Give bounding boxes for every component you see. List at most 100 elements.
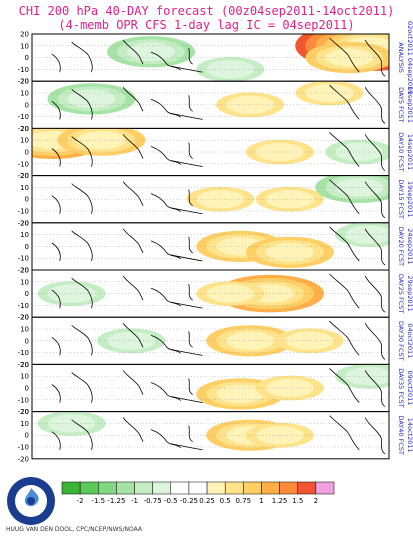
coastline-3-2: [150, 193, 182, 213]
coastline-5-1: [122, 275, 144, 301]
coastline-6-3: [188, 331, 193, 348]
panel-3: 20 10 0 -10 -20 DAY15 FCST 19sep2011: [18, 172, 413, 227]
coastline-3-4: [329, 179, 360, 215]
legend-tick-11: 1.25: [272, 497, 288, 505]
coastline-8-6: [170, 443, 203, 451]
y-tick-label-5-1: 10: [20, 278, 29, 286]
y-tick-label-0-0: 20: [20, 31, 29, 39]
y-tick-label-8-3: -10: [18, 444, 29, 452]
panel-date-6: 04oct2011: [406, 323, 413, 358]
legend-swatch-7: [188, 481, 208, 495]
y-tick-label-2-3: -10: [18, 160, 29, 168]
coastline-7-6: [170, 396, 203, 403]
y-tick-label-7-4: -20: [18, 408, 29, 416]
legend-tick-9: 0.75: [236, 497, 252, 505]
y-tick-label-6-4: -20: [18, 361, 29, 369]
coastline-3-7: [51, 195, 61, 214]
panel-7: 20 10 0 -10 -20 DAY35 FCST 09oct2011: [18, 361, 413, 416]
coastline-4-5: [364, 228, 386, 266]
y-tick-label-7-1: 10: [20, 373, 29, 381]
panel-label-3: DAY15 FCST: [397, 179, 405, 219]
y-tick-label-7-2: 0: [25, 385, 29, 393]
anomaly-2-2-1: [255, 142, 304, 162]
coastline-6-5: [364, 323, 386, 360]
panel-label-7: DAY35 FCST: [397, 368, 405, 408]
legend-tick-13: 2: [314, 497, 318, 505]
coastline-4-7: [51, 242, 61, 262]
y-tick-label-5-0: 20: [20, 267, 29, 275]
legend-swatch-14: [315, 481, 335, 495]
y-tick-label-1-1: 10: [20, 90, 29, 98]
coastline-1-3: [188, 95, 193, 112]
coastline-2-0: [71, 136, 93, 167]
legend-swatch-11: [261, 481, 280, 495]
coastline-5-6: [170, 301, 203, 309]
anomaly-3-0-1: [196, 190, 245, 209]
legend-swatch-0: [61, 481, 81, 495]
y-tick-label-1-3: -10: [18, 113, 29, 121]
panel-date-4: 24sep2011: [406, 228, 413, 264]
y-tick-label-4-4: -20: [18, 267, 29, 275]
anomaly-4-2-1: [345, 225, 389, 244]
legend-tick-8: 0.5: [220, 497, 231, 505]
coastline-5-7: [51, 289, 61, 309]
coastline-7-1: [122, 370, 144, 395]
panel-8: 20 10 0 -10 -20 DAY40 FCST 14oct2011: [18, 408, 413, 463]
coastline-2-1: [122, 134, 144, 159]
anomaly-6-0-1: [226, 331, 275, 350]
coastline-6-0: [71, 324, 93, 356]
legend-swatch-12: [279, 481, 298, 495]
coastline-0-7: [51, 53, 61, 73]
coastline-8-4: [329, 415, 360, 451]
panel-date-2: 14sep2011: [406, 134, 413, 170]
y-tick-label-6-1: 10: [20, 326, 29, 334]
y-tick-label-2-0: 20: [20, 125, 29, 133]
y-tick-label-7-3: -10: [18, 396, 29, 404]
coastline-7-0: [71, 372, 93, 403]
y-tick-label-4-1: 10: [20, 231, 29, 239]
coastline-6-2: [150, 334, 182, 354]
coastline-7-2: [150, 382, 182, 401]
y-tick-label-0-4: -20: [18, 78, 29, 86]
nws-logo-icon: [7, 477, 55, 525]
y-tick-label-2-1: 10: [20, 137, 29, 145]
coastline-2-3: [188, 142, 193, 159]
y-tick-label-6-0: 20: [20, 314, 29, 322]
panel-label-4: DAY20 FCST: [397, 227, 405, 267]
coastline-7-4: [329, 368, 360, 403]
coastline-4-4: [329, 226, 360, 262]
coastline-7-3: [188, 378, 193, 395]
panel-5: 20 10 0 -10 -20 DAY25 FCST 29sep2011: [18, 267, 413, 322]
legend-tick-1: -1.5: [91, 497, 105, 505]
anomaly-1-2-1: [67, 89, 116, 109]
coastline-4-2: [150, 240, 182, 260]
legend-tick-5: -0.5: [164, 497, 178, 505]
chart-title: CHI 200 hPa 40-DAY forecast (00z04sep201…: [18, 4, 395, 18]
coastline-1-6: [170, 112, 203, 120]
coastline-8-5: [364, 417, 386, 455]
legend-swatch-3: [116, 481, 135, 495]
legend-tick-0: -2: [77, 497, 84, 505]
panel-date-8: 14oct2011: [406, 418, 413, 453]
coastline-1-1: [122, 86, 144, 112]
coastline-2-4: [329, 132, 360, 167]
credit-text: HUUG VAN DEN DOOL, CPC/NCEP/NWS/NOAA: [6, 526, 142, 533]
y-tick-label-7-0: 20: [20, 361, 29, 369]
coastline-0-2: [150, 51, 182, 71]
y-tick-label-3-0: 20: [20, 172, 29, 180]
y-tick-label-0-3: -10: [18, 66, 29, 74]
coastline-0-5: [364, 39, 386, 77]
coastline-5-2: [150, 287, 182, 307]
legend-tick-2: -1.25: [107, 497, 125, 505]
coastline-3-0: [71, 183, 93, 214]
y-tick-label-6-3: -10: [18, 349, 29, 357]
y-tick-label-4-3: -10: [18, 255, 29, 263]
y-tick-label-8-0: 20: [20, 408, 29, 416]
y-tick-label-4-0: 20: [20, 219, 29, 227]
coastline-1-0: [71, 88, 93, 120]
anomaly-1-0-1: [226, 95, 275, 115]
y-tick-label-8-4: -20: [18, 455, 29, 463]
coastline-0-1: [122, 39, 144, 65]
coastline-4-0: [71, 230, 93, 262]
